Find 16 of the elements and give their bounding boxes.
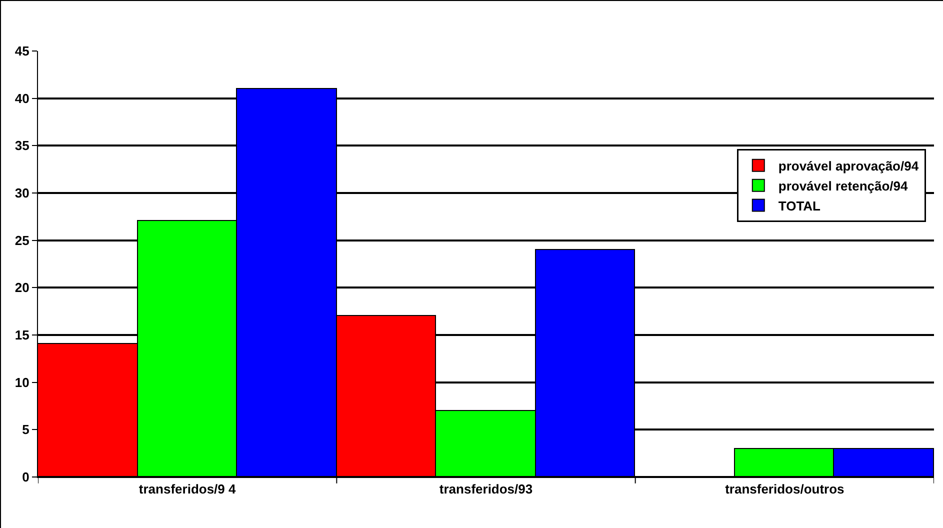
y-tick-label: 0 [22, 470, 30, 485]
y-tick-label: 40 [14, 90, 30, 106]
legend-label: TOTAL [778, 198, 821, 214]
x-tick-label: transferidos/9 4 [138, 482, 236, 497]
x-tick-label: transferidos/outros [725, 482, 844, 497]
y-tick-label: 5 [22, 422, 30, 438]
y-tick-label: 10 [14, 374, 30, 390]
x-tick-label: transferidos/93 [439, 482, 533, 497]
y-tick-label: 15 [14, 328, 30, 343]
y-tick-label: 25 [14, 232, 30, 248]
legend-label: provável aprovação/94 [778, 158, 920, 174]
y-tick-label: 35 [14, 138, 30, 154]
y-tick-label: 45 [14, 44, 30, 59]
y-tick-label: 20 [14, 280, 30, 296]
y-tick-label: 30 [14, 186, 30, 201]
legend-label: provável retenção/94 [778, 178, 908, 194]
